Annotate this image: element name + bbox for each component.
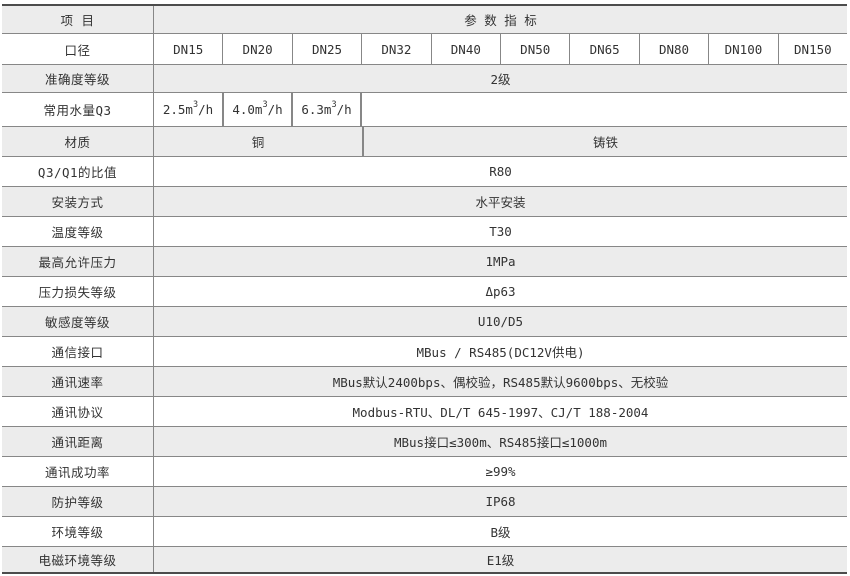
row-value: 水平安装 (475, 195, 526, 210)
row-label: 常用水量Q3 (2, 93, 154, 126)
diameter-cell: DN25 (291, 34, 361, 64)
diameter-cell: DN100 (708, 34, 777, 64)
row-value: E1级 (486, 553, 515, 568)
table-header-row: 项 目 参 数 指 标 (2, 6, 847, 33)
row-label: Q3/Q1的比值 (2, 157, 154, 186)
row-value: U10/D5 (477, 314, 524, 329)
row-label: 温度等级 (2, 217, 154, 246)
row-value: 2级 (490, 72, 511, 87)
flow-empty-cell (361, 93, 847, 126)
flow-row: 常用水量Q3 2.5m 3/h 4.0m 3/h 6.3m 3/h (2, 92, 847, 126)
table-row: 通信接口 MBus / RS485(DC12V供电) (2, 336, 847, 366)
table-row: 环境等级 B级 (2, 516, 847, 546)
accuracy-row: 准确度等级 2级 (2, 64, 847, 92)
row-label: 通讯速率 (2, 367, 154, 396)
flow-value: 2.5m (162, 102, 193, 117)
diameter-cell: DN50 (500, 34, 569, 64)
row-value: B级 (490, 525, 511, 540)
diameter-cell: DN15 (173, 41, 204, 57)
diameter-cell: DN80 (638, 34, 708, 64)
table-row: 通讯速率 MBus默认2400bps、偶校验，RS485默认9600bps、无校… (2, 366, 847, 396)
flow-unit: /h (267, 102, 283, 117)
diameter-row: 口径 DN15 DN20 DN25 DN32 DN40 DN50 DN65 DN… (2, 33, 847, 64)
table-row: 最高允许压力 1MPa (2, 246, 847, 276)
flow-unit: /h (198, 102, 214, 117)
flow-cell: 6.3m 3/h (292, 93, 361, 126)
row-label: 通讯协议 (2, 397, 154, 426)
row-label: 通信接口 (2, 337, 154, 366)
material-row: 材质 铜 铸铁 (2, 126, 847, 156)
material-cast-iron-cell: 铸铁 (363, 127, 847, 156)
header-param-label: 参 数 指 标 (464, 13, 537, 28)
row-value: 1MPa (485, 254, 516, 269)
table-row: 敏感度等级 U10/D5 (2, 306, 847, 336)
row-label: 材质 (2, 127, 154, 156)
row-label: 准确度等级 (2, 65, 154, 92)
row-value: ≥99% (485, 464, 516, 479)
row-value: T30 (489, 224, 512, 239)
diameter-cell: DN20 (222, 34, 291, 64)
flow-cell: 4.0m 3/h (223, 93, 292, 126)
table-row: 安装方式 水平安装 (2, 186, 847, 216)
table-row: 压力损失等级 Δp63 (2, 276, 847, 306)
row-label: 压力损失等级 (2, 277, 154, 306)
flow-value: 4.0m (232, 102, 263, 117)
header-item-label: 项 目 (2, 6, 154, 33)
row-label: 环境等级 (2, 517, 154, 546)
table-row: 通讯协议 Modbus-RTU、DL/T 645-1997、CJ/T 188-2… (2, 396, 847, 426)
row-label: 电磁环境等级 (2, 547, 154, 572)
diameter-cell: DN40 (430, 34, 500, 64)
table-row: 温度等级 T30 (2, 216, 847, 246)
row-label: 通讯成功率 (2, 457, 154, 486)
table-row: 通讯成功率 ≥99% (2, 456, 847, 486)
table-row: Q3/Q1的比值 R80 (2, 156, 847, 186)
row-value: MBus / RS485(DC12V供电) (416, 345, 585, 360)
row-label: 最高允许压力 (2, 247, 154, 276)
row-value: IP68 (485, 494, 516, 509)
row-label: 敏感度等级 (2, 307, 154, 336)
diameter-cell: DN32 (361, 34, 430, 64)
diameter-cell: DN65 (569, 34, 638, 64)
row-value: MBus接口≤300m、RS485接口≤1000m (393, 435, 607, 450)
row-value: MBus默认2400bps、偶校验，RS485默认9600bps、无校验 (332, 375, 669, 390)
row-value: Modbus-RTU、DL/T 645-1997、CJ/T 188-2004 (352, 405, 649, 420)
spec-table: 项 目 参 数 指 标 口径 DN15 DN20 DN25 DN32 DN40 … (2, 4, 847, 574)
row-label: 口径 (2, 34, 154, 64)
flow-unit: /h (336, 102, 352, 117)
row-label: 防护等级 (2, 487, 154, 516)
flow-cell: 2.5m 3/h (154, 93, 223, 126)
row-label: 安装方式 (2, 187, 154, 216)
flow-value: 6.3m (301, 102, 332, 117)
table-row: 防护等级 IP68 (2, 486, 847, 516)
table-row: 电磁环境等级 E1级 (2, 546, 847, 572)
diameter-cell: DN150 (777, 34, 847, 64)
row-label: 通讯距离 (2, 427, 154, 456)
material-copper-cell: 铜 (154, 127, 363, 156)
table-row: 通讯距离 MBus接口≤300m、RS485接口≤1000m (2, 426, 847, 456)
row-value: R80 (489, 164, 512, 179)
row-value: Δp63 (485, 284, 516, 299)
